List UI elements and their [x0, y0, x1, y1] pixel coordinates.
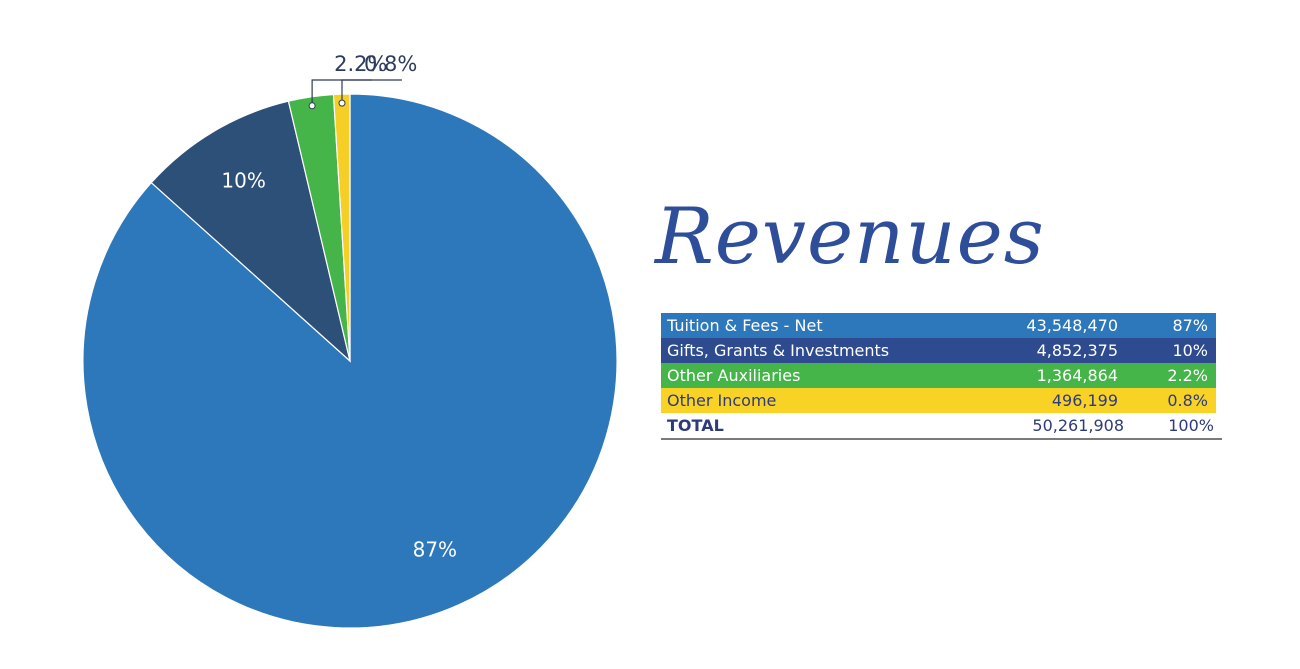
row-label: Other Auxiliaries — [667, 366, 801, 385]
row-percent: 10% — [1172, 341, 1208, 360]
row-label: Other Income — [667, 391, 777, 410]
table-row: Other Income 496,199 0.8% — [661, 388, 1216, 413]
revenue-table: Tuition & Fees - Net 43,548,470 87% Gift… — [661, 313, 1222, 440]
row-percent: 87% — [1172, 316, 1208, 335]
table-row: Other Auxiliaries 1,364,864 2.2% — [661, 363, 1216, 388]
slice-label: 87% — [413, 538, 457, 562]
chart-title: Revenues — [655, 192, 1045, 282]
row-label: Tuition & Fees - Net — [667, 316, 823, 335]
row-percent: 0.8% — [1167, 391, 1208, 410]
row-percent: 2.2% — [1167, 366, 1208, 385]
table-row: Tuition & Fees - Net 43,548,470 87% — [661, 313, 1216, 338]
row-value: 4,852,375 — [1036, 341, 1118, 360]
table-total-row: TOTAL 50,261,908 100% — [661, 413, 1222, 440]
row-value: 1,364,864 — [1036, 366, 1118, 385]
leader-dot — [338, 99, 346, 107]
row-value: 496,199 — [1051, 391, 1118, 410]
leader-line — [341, 79, 402, 101]
slice-label: 0.8% — [364, 52, 417, 76]
total-percent: 100% — [1168, 416, 1214, 435]
slice-label: 10% — [221, 168, 265, 192]
slice-label: 2.2% — [334, 52, 387, 76]
total-value: 50,261,908 — [1032, 416, 1124, 435]
total-label: TOTAL — [667, 416, 724, 435]
leader-dot — [308, 102, 316, 110]
row-label: Gifts, Grants & Investments — [667, 341, 890, 360]
row-value: 43,548,470 — [1026, 316, 1118, 335]
table-row: Gifts, Grants & Investments 4,852,375 10… — [661, 338, 1216, 363]
pie-slice — [150, 100, 352, 363]
